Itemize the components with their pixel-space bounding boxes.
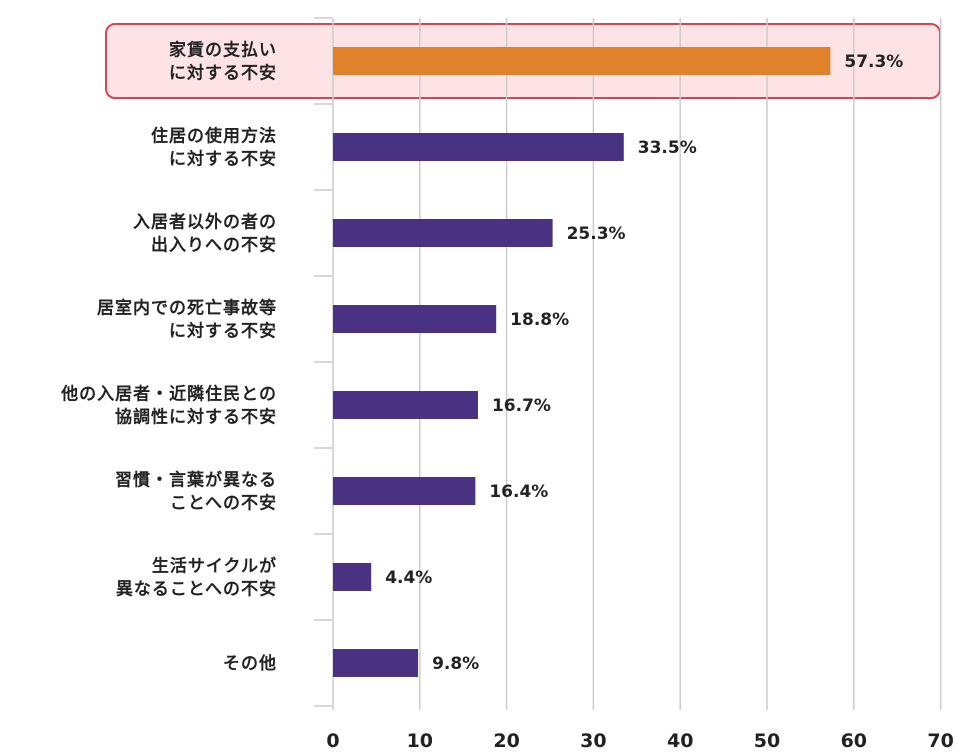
x-tick-label: 10: [407, 730, 433, 752]
category-label: 居室内での死亡事故等: [97, 298, 277, 319]
bar: [333, 477, 476, 505]
value-label: 33.5%: [638, 138, 697, 158]
bar: [333, 563, 372, 591]
x-axis-ticks: 0 10 20 30 40 50 60 70: [326, 730, 953, 752]
x-tick-label: 60: [841, 730, 867, 752]
category-label: その他: [223, 653, 277, 674]
bar: [333, 219, 553, 247]
category-label: 入居者以外の者の: [133, 212, 277, 233]
category-label: に対する不安: [169, 321, 277, 342]
x-tick-label: 70: [927, 730, 953, 752]
category-label: に対する不安: [169, 63, 277, 84]
x-tick-label: 20: [493, 730, 519, 752]
gridlines: [332, 18, 942, 710]
x-tick-label: 40: [667, 730, 693, 752]
value-label: 4.4%: [385, 568, 432, 588]
value-label: 25.3%: [567, 224, 626, 244]
category-axis: [314, 17, 332, 707]
bar: [333, 391, 478, 419]
category-label: 他の入居者・近隣住民との: [60, 384, 277, 405]
category-label: 異なることへの不安: [116, 579, 277, 600]
category-label: 住居の使用方法: [151, 126, 277, 147]
value-label: 16.7%: [492, 396, 551, 416]
value-label: 57.3%: [844, 52, 903, 72]
bar: [333, 133, 624, 161]
value-label: 9.8%: [432, 654, 479, 674]
labels: 57.3%家賃の支払いに対する不安33.5%住居の使用方法に対する不安25.3%…: [60, 40, 903, 675]
bar: [333, 305, 497, 333]
category-label: ことへの不安: [170, 493, 277, 514]
bar: [333, 649, 419, 677]
bar: [333, 47, 831, 75]
category-label: に対する不安: [169, 149, 277, 170]
x-tick-label: 50: [754, 730, 780, 752]
value-label: 16.4%: [489, 482, 548, 502]
x-tick-label: 30: [580, 730, 606, 752]
category-label: 習慣・言葉が異なる: [115, 470, 277, 491]
x-tick-label: 0: [326, 730, 339, 752]
category-label: 家賃の支払い: [169, 40, 277, 61]
category-label: 生活サイクルが: [152, 556, 277, 577]
bars: [333, 47, 831, 677]
category-label: 協調性に対する不安: [115, 407, 277, 428]
value-label: 18.8%: [510, 310, 569, 330]
category-label: 出入りへの不安: [151, 235, 277, 256]
